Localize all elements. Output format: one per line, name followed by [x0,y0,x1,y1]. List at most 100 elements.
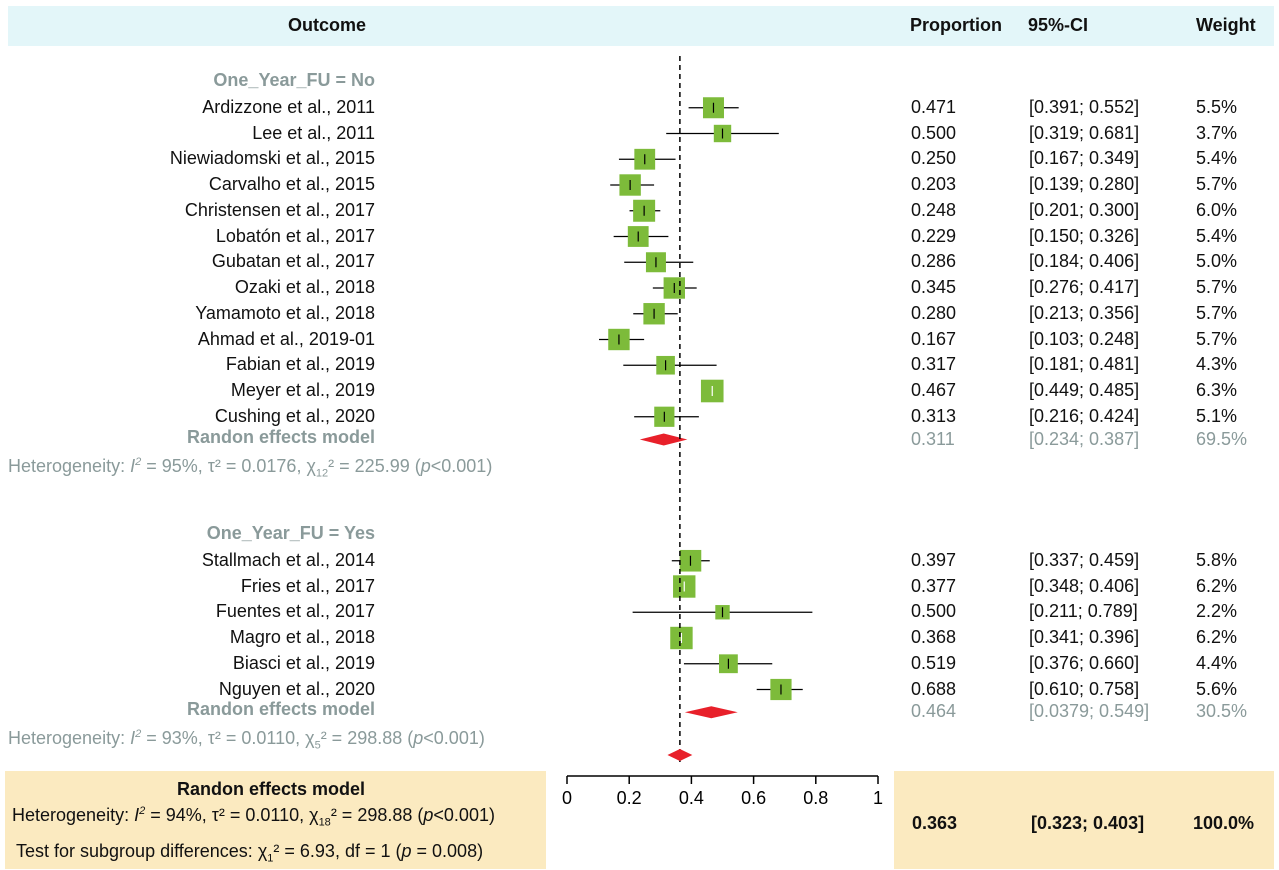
study-ci: [0.103; 0.248] [1029,328,1140,349]
het-p-symbol: p [420,455,431,476]
study-label: Magro et al., 2018 [229,627,375,647]
study-proportion: 0.286 [911,251,957,272]
study-proportion: 0.467 [911,380,957,400]
study-label: Fries et al., 2017 [240,575,375,596]
study-proportion: 0.248 [911,199,957,220]
het-p-value: <0.001 [433,805,489,825]
pooled-label: Randon effects model [186,699,375,720]
study-proportion: 0.203 [911,174,957,194]
study-proportion: 0.280 [911,302,957,323]
pooled-weight: 30.5% [1196,701,1248,722]
study-ci: [0.449; 0.485] [1029,380,1140,400]
study-proportion: 0.167 [911,328,957,349]
study-weight: 5.7% [1196,302,1238,323]
het-prefix: Heterogeneity: [12,805,135,825]
pooled-label: Randon effects model [186,426,375,447]
study-ci: [0.167; 0.349] [1029,148,1140,169]
overall-heterogeneity: Heterogeneity: I2 = 94%, τ² = 0.0110, χ1… [12,805,495,829]
overall-summary-right [894,771,1274,869]
study-ci: [0.181; 0.481] [1029,354,1140,375]
study-label: Gubatan et al., 2017 [211,251,375,272]
x-axis-tick-label: 0.4 [679,788,704,808]
chi-symbol: χ [257,841,268,861]
overall-label: Randon effects model [177,779,366,799]
chi-value: 6.93 [299,841,335,861]
het-paren-close: ) [478,728,485,749]
het-p-value: <0.001 [423,728,479,749]
pooled-diamond [667,749,693,761]
subgroup-test: Test for subgroup differences: χ1² = 6.9… [16,841,483,865]
study-label: Ozaki et al., 2018 [234,277,375,297]
study-proportion: 0.377 [911,575,957,596]
het-paren: ( [409,455,421,476]
pooled-proportion: 0.311 [911,428,955,449]
eq3: = [411,841,433,861]
study-weight: 5.1% [1196,405,1238,426]
het-i2-symbol: I2 [134,805,146,825]
subgroup-title: One_Year_FU = Yes [206,523,375,543]
study-proportion: 0.345 [911,277,957,297]
study-weight: 6.0% [1196,199,1238,220]
study-ci: [0.319; 0.681] [1029,122,1140,143]
x-axis-tick-label: 0 [562,788,572,808]
study-ci: [0.348; 0.406] [1029,575,1140,596]
study-weight: 3.7% [1196,122,1238,143]
paren: ( [390,841,402,861]
study-proportion: 0.313 [911,405,957,426]
overall-ci: [0.323; 0.403] [1031,813,1145,833]
df-value: 1 [380,841,391,861]
subgroup-heterogeneity: Heterogeneity: I2 = 95%, τ² = 0.0176, χ1… [8,456,492,480]
het-eq2: ² = [320,728,348,749]
het-eq: = [145,805,166,825]
study-proportion: 0.317 [911,354,957,375]
study-weight: 2.2% [1196,601,1238,622]
study-label: Fuentes et al., 2017 [215,601,375,622]
study-ci: [0.213; 0.356] [1029,302,1140,323]
study-label: Cushing et al., 2020 [214,405,375,426]
study-label: Biasci et al., 2019 [232,652,375,673]
study-weight: 5.5% [1196,96,1238,117]
study-proportion: 0.519 [911,652,957,673]
study-weight: 6.3% [1196,380,1238,400]
study-weight: 5.4% [1196,148,1238,169]
chi-df: 1 [267,852,274,865]
het-chi-value: 225.99 [354,455,410,476]
het-chi-symbol: , χ [299,805,319,825]
study-ci: [0.139; 0.280] [1029,174,1140,194]
study-weight: 6.2% [1196,627,1238,647]
het-i2-symbol: I2 [130,728,142,749]
study-label: Fabian et al., 2019 [225,354,375,375]
study-ci: [0.150; 0.326] [1029,225,1140,246]
study-ci: [0.216; 0.424] [1029,405,1140,426]
het-chi-df: 5 [314,739,321,752]
pooled-ci: [0.0379; 0.549] [1029,701,1150,722]
het-chi-symbol: , χ [296,455,316,476]
subgroup-title: One_Year_FU = No [213,70,375,90]
study-weight: 6.2% [1196,575,1238,596]
header-weight: Weight [1196,15,1256,35]
het-tau-symbol: , τ² = [201,805,246,825]
overall-proportion: 0.363 [912,813,958,833]
x-axis-tick-label: 0.6 [741,788,766,808]
het-chi-symbol: , χ [295,728,315,749]
study-label: Yamamoto et al., 2018 [195,302,375,323]
het-p-value: <0.001 [430,455,487,476]
header-outcome: Outcome [288,15,367,35]
study-ci: [0.276; 0.417] [1029,277,1140,297]
study-proportion: 0.368 [911,627,957,647]
het-tau-symbol: , τ² = [197,455,242,476]
study-weight: 5.7% [1196,277,1238,297]
study-label: Lee et al., 2011 [252,122,375,143]
het-eq: = [141,728,162,749]
study-proportion: 0.500 [911,122,957,143]
header-ci: 95%-CI [1028,15,1089,35]
het-i2-value: 93% [161,728,198,749]
study-proportion: 0.250 [911,148,957,169]
study-label: Nguyen et al., 2020 [218,678,375,699]
pooled-diamond [639,433,688,446]
study-weight: 5.7% [1196,328,1238,349]
het-tau2-value: 0.0110 [245,805,300,825]
pooled-weight: 69.5% [1196,428,1248,449]
het-chi-value: 298.88 [357,805,413,825]
het-paren: ( [412,805,424,825]
